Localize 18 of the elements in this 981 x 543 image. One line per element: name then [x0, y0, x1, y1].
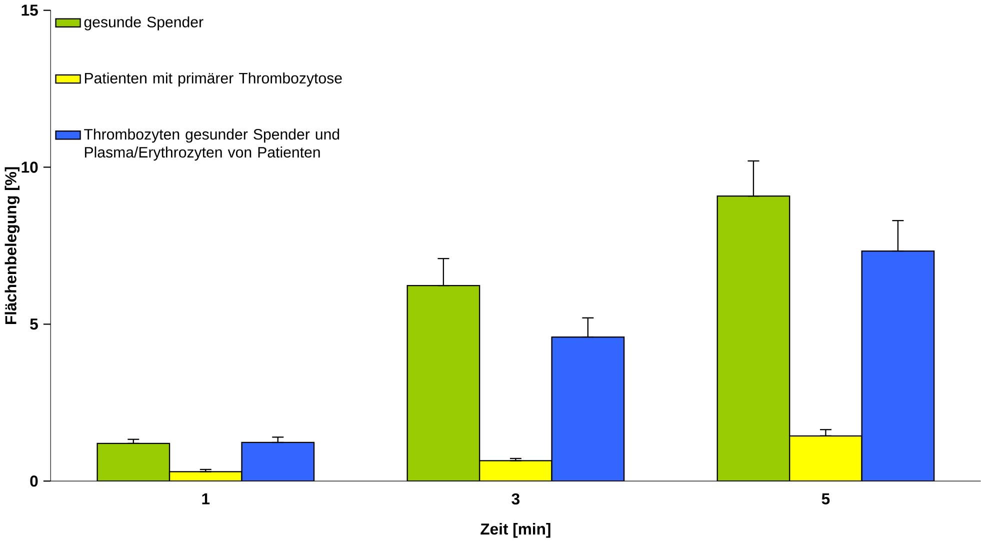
- bar: [406, 285, 480, 482]
- x-tick-label: 5: [822, 494, 830, 505]
- bar: [241, 442, 315, 482]
- bar: [551, 336, 625, 482]
- legend-label: Patienten mit primärer Thrombozytose: [84, 72, 342, 87]
- x-tick-label: 1: [202, 494, 210, 504]
- bar: [861, 250, 935, 482]
- bar: [96, 443, 170, 482]
- y-tick-label: 0: [30, 476, 38, 487]
- bar: [716, 196, 790, 482]
- y-axis-title: Flächenbelegung [%]: [4, 167, 20, 324]
- x-axis-title: Zeit [min]: [480, 523, 550, 538]
- legend-label: Thrombozyten gesunder Spender und Plasma/Erythrozyten von Patienten: [84, 128, 340, 161]
- x-tick-label: 3: [512, 494, 520, 505]
- legend-label: gesunde Spender: [84, 16, 204, 31]
- y-tick-label: 15: [22, 5, 38, 16]
- y-tick-label: 10: [22, 162, 38, 174]
- y-tick-label: 5: [30, 318, 38, 330]
